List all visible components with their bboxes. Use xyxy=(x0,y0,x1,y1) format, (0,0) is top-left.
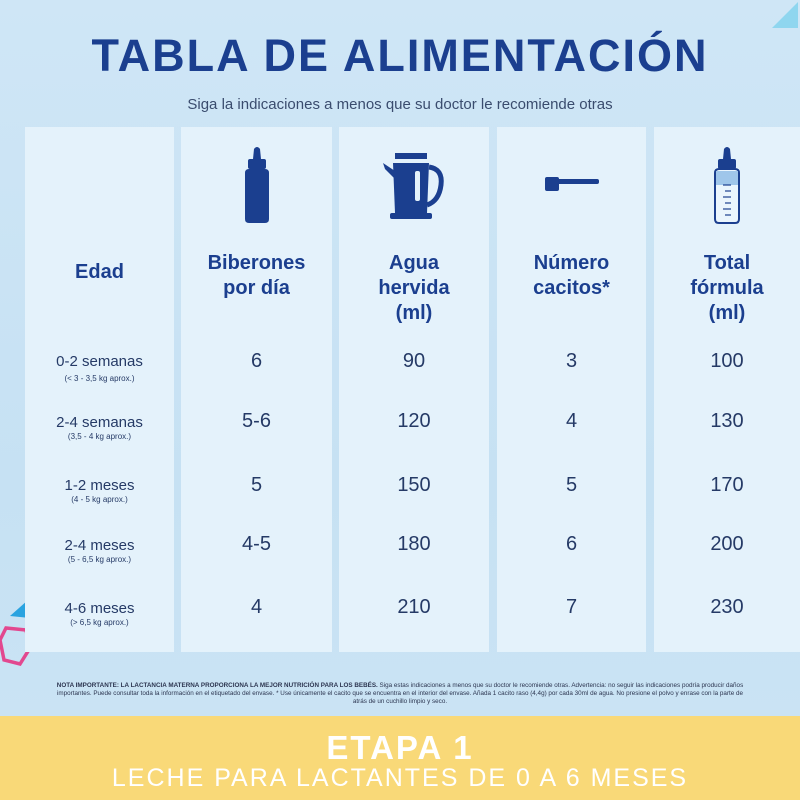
table-cell: 90 xyxy=(402,350,426,372)
footer-banner xyxy=(0,716,800,800)
header-bottles: Biberones por día xyxy=(207,252,306,299)
note-heading: NOTA IMPORTANTE: LA LACTANCIA MATERNA PR… xyxy=(56,682,378,689)
age-weight: (< 3 - 3,5 kg aprox.) xyxy=(64,374,135,383)
age-weight: (5 - 6,5 kg aprox.) xyxy=(67,555,132,564)
table-cell: 7 xyxy=(565,596,578,618)
footer-title: ETAPA 1 xyxy=(326,729,474,766)
scoop-icon xyxy=(544,177,599,191)
page-title: TABLA DE ALIMENTACIÓN xyxy=(91,30,709,81)
age-label: 0-2 semanas xyxy=(56,353,143,370)
baby-bottle-icon xyxy=(244,147,269,223)
table-cell: 210 xyxy=(397,596,431,618)
table-cell: 4-5 xyxy=(242,533,271,555)
table-cell: 100 xyxy=(710,350,744,372)
table-cell: 200 xyxy=(710,533,744,555)
age-label: 2-4 semanas xyxy=(56,414,143,431)
table-cell: 5-6 xyxy=(242,410,271,432)
table-cell: 120 xyxy=(397,410,431,432)
table-cell: 5 xyxy=(250,474,263,496)
header-water: Agua hervida (ml) xyxy=(378,252,450,324)
measuring-bottle-icon xyxy=(714,147,740,224)
table-cell: 4 xyxy=(250,596,263,618)
column-bottles: Biberones por día 6 5-6 5 4-5 4 xyxy=(181,127,332,652)
age-weight: (> 6,5 kg aprox.) xyxy=(70,618,129,627)
footer-subtitle: LECHE PARA LACTANTES DE 0 A 6 MESES xyxy=(111,764,689,792)
age-label: 2-4 meses xyxy=(64,537,135,554)
header-scoops: Número cacitos* xyxy=(533,252,610,299)
table-cell: 150 xyxy=(397,474,431,496)
kettle-icon xyxy=(383,153,444,219)
triangle-decoration xyxy=(772,2,798,28)
table-cell: 6 xyxy=(565,533,578,555)
note-text: Siga estas indicaciones a menos que su d… xyxy=(56,682,744,705)
age-label: 4-6 meses xyxy=(64,600,135,617)
important-note: NOTA IMPORTANTE: LA LACTANCIA MATERNA PR… xyxy=(50,682,750,706)
table-cell: 180 xyxy=(397,533,431,555)
table-cell: 6 xyxy=(250,350,263,372)
column-total: Total fórmula (ml) 100 130 170 200 230 xyxy=(654,127,800,652)
table-cell: 230 xyxy=(710,596,744,618)
header-age: Edad xyxy=(75,261,124,283)
table-cell: 3 xyxy=(565,350,578,372)
column-water: Agua hervida (ml) 90 120 150 180 210 xyxy=(339,127,489,652)
age-label: 1-2 meses xyxy=(64,477,135,494)
column-age: Edad 0-2 semanas (< 3 - 3,5 kg aprox.) 2… xyxy=(25,127,174,652)
table-cell: 170 xyxy=(710,474,744,496)
age-weight: (3,5 - 4 kg aprox.) xyxy=(67,432,132,441)
age-weight: (4 - 5 kg aprox.) xyxy=(71,495,128,504)
table-cell: 5 xyxy=(565,474,578,496)
page-subtitle: Siga la indicaciones a menos que su doct… xyxy=(187,96,613,113)
header-total: Total fórmula (ml) xyxy=(690,252,764,324)
table-cell: 130 xyxy=(710,410,744,432)
column-scoops: Número cacitos* 3 4 5 6 7 xyxy=(497,127,646,652)
table-cell: 4 xyxy=(565,410,578,432)
